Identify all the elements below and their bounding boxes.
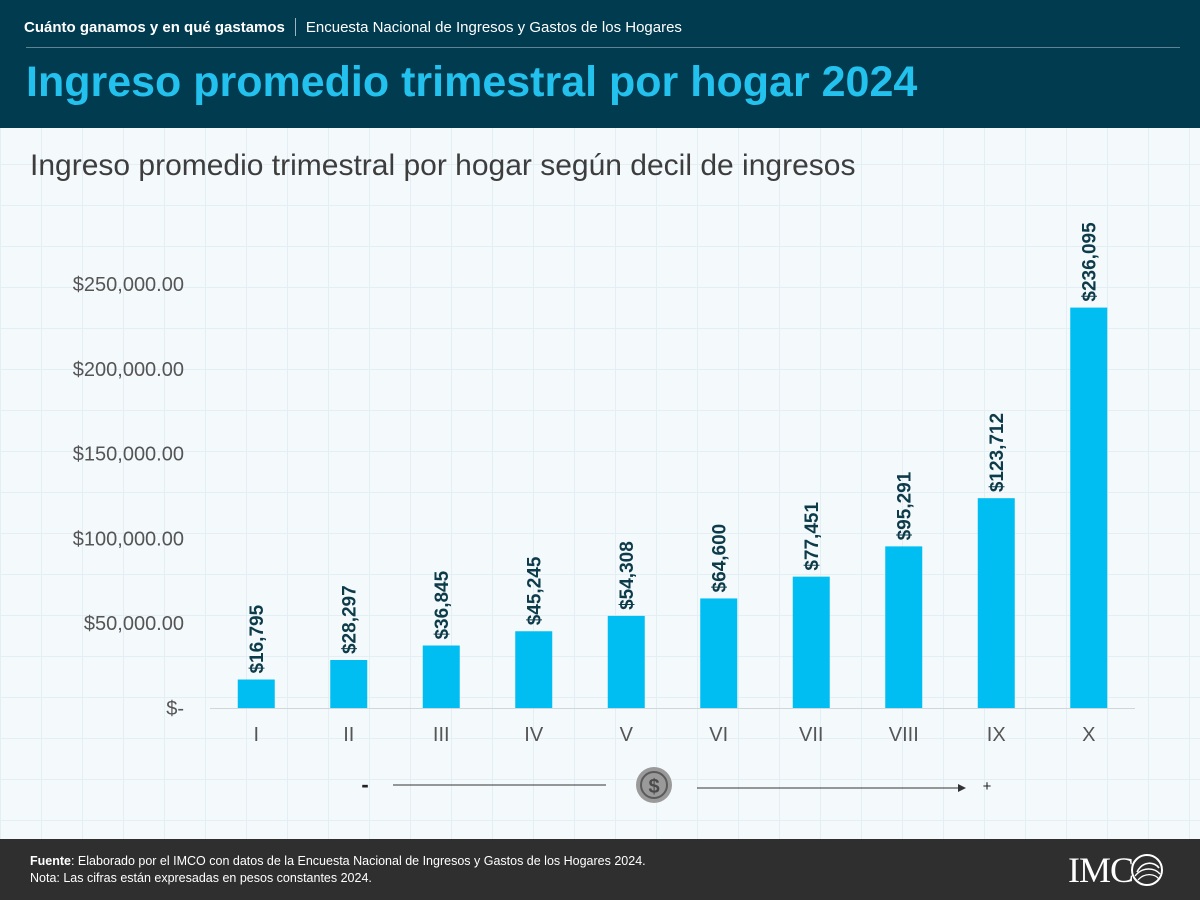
x-tick-label: II	[343, 724, 354, 746]
header-banner: Cuánto ganamos y en qué gastamos Encuest…	[0, 0, 1200, 128]
data-label: $64,600	[710, 524, 731, 593]
logo-wordmark: IMC	[1068, 850, 1134, 890]
page-title: Ingreso promedio trimestral por hogar 20…	[26, 58, 918, 106]
note-line: Nota: Las cifras están expresadas en pes…	[30, 871, 372, 885]
data-label: $123,712	[987, 413, 1008, 492]
y-tick-label: $50,000.00	[84, 613, 184, 635]
x-tick-label: IV	[524, 724, 544, 746]
y-tick-label: $100,000.00	[73, 528, 184, 550]
y-tick-label: $200,000.00	[73, 359, 184, 381]
kicker-survey-name: Encuesta Nacional de Ingresos y Gastos d…	[305, 18, 682, 36]
source-label: Fuente	[30, 854, 71, 868]
x-tick-label: VII	[799, 724, 823, 746]
source-text: : Elaborado por el IMCO con datos de la …	[70, 854, 646, 868]
x-tick-label: I	[253, 724, 259, 746]
y-tick-label: $-	[166, 698, 184, 720]
x-tick-label: V	[620, 724, 634, 746]
data-label: $45,245	[525, 556, 546, 625]
imco-logo: IMC	[1068, 847, 1180, 893]
bar-decil-IX	[977, 498, 1015, 708]
x-tick-label: VIII	[889, 724, 919, 746]
arrow-right-icon	[958, 784, 966, 792]
bar-decil-IV	[515, 631, 553, 708]
kicker-separator	[294, 18, 296, 36]
bar-decil-II	[330, 660, 368, 708]
header-divider	[26, 47, 1180, 48]
footer: Fuente: Elaborado por el IMCO con datos …	[0, 839, 1200, 900]
y-tick-label: $150,000.00	[73, 444, 184, 466]
coin-ring-icon	[640, 771, 668, 799]
source-line: Fuente: Elaborado por el IMCO con datos …	[30, 853, 646, 870]
bar-decil-I	[237, 679, 275, 708]
y-tick-label: $250,000.00	[73, 274, 184, 296]
chart-title: Ingreso promedio trimestral por hogar se…	[30, 149, 856, 182]
scale-low-label: -	[361, 772, 368, 797]
bar-decil-VI	[700, 598, 738, 708]
scale-high-label: +	[983, 778, 992, 795]
dollar-sign-icon: $	[648, 776, 659, 798]
logo-swirl-icon	[1131, 854, 1164, 886]
data-label: $28,297	[340, 585, 361, 654]
x-tick-label: IX	[987, 724, 1006, 746]
data-label: $54,308	[617, 541, 638, 610]
data-label: $16,795	[247, 604, 268, 673]
bar-decil-III	[422, 645, 460, 708]
bar-decil-VII	[792, 576, 830, 708]
bar-decil-V	[607, 615, 645, 708]
x-tick-label: VI	[709, 724, 728, 746]
x-tick-label: III	[433, 724, 450, 746]
bar-decil-VIII	[885, 546, 923, 708]
data-label: $77,451	[802, 502, 823, 571]
data-label: $95,291	[895, 471, 916, 540]
footer-source: Fuente: Elaborado por el IMCO con datos …	[30, 853, 646, 887]
x-tick-label: X	[1082, 724, 1095, 746]
bar-decil-X	[1070, 307, 1108, 708]
bar-chart: $-$50,000.00$100,000.00$150,000.00$200,0…	[73, 222, 1135, 803]
kicker-series-name: Cuánto ganamos y en qué gastamos	[24, 18, 285, 36]
header-kicker: Cuánto ganamos y en qué gastamos Encuest…	[24, 16, 682, 38]
data-label: $236,095	[1080, 222, 1101, 302]
data-label: $36,845	[432, 570, 453, 639]
